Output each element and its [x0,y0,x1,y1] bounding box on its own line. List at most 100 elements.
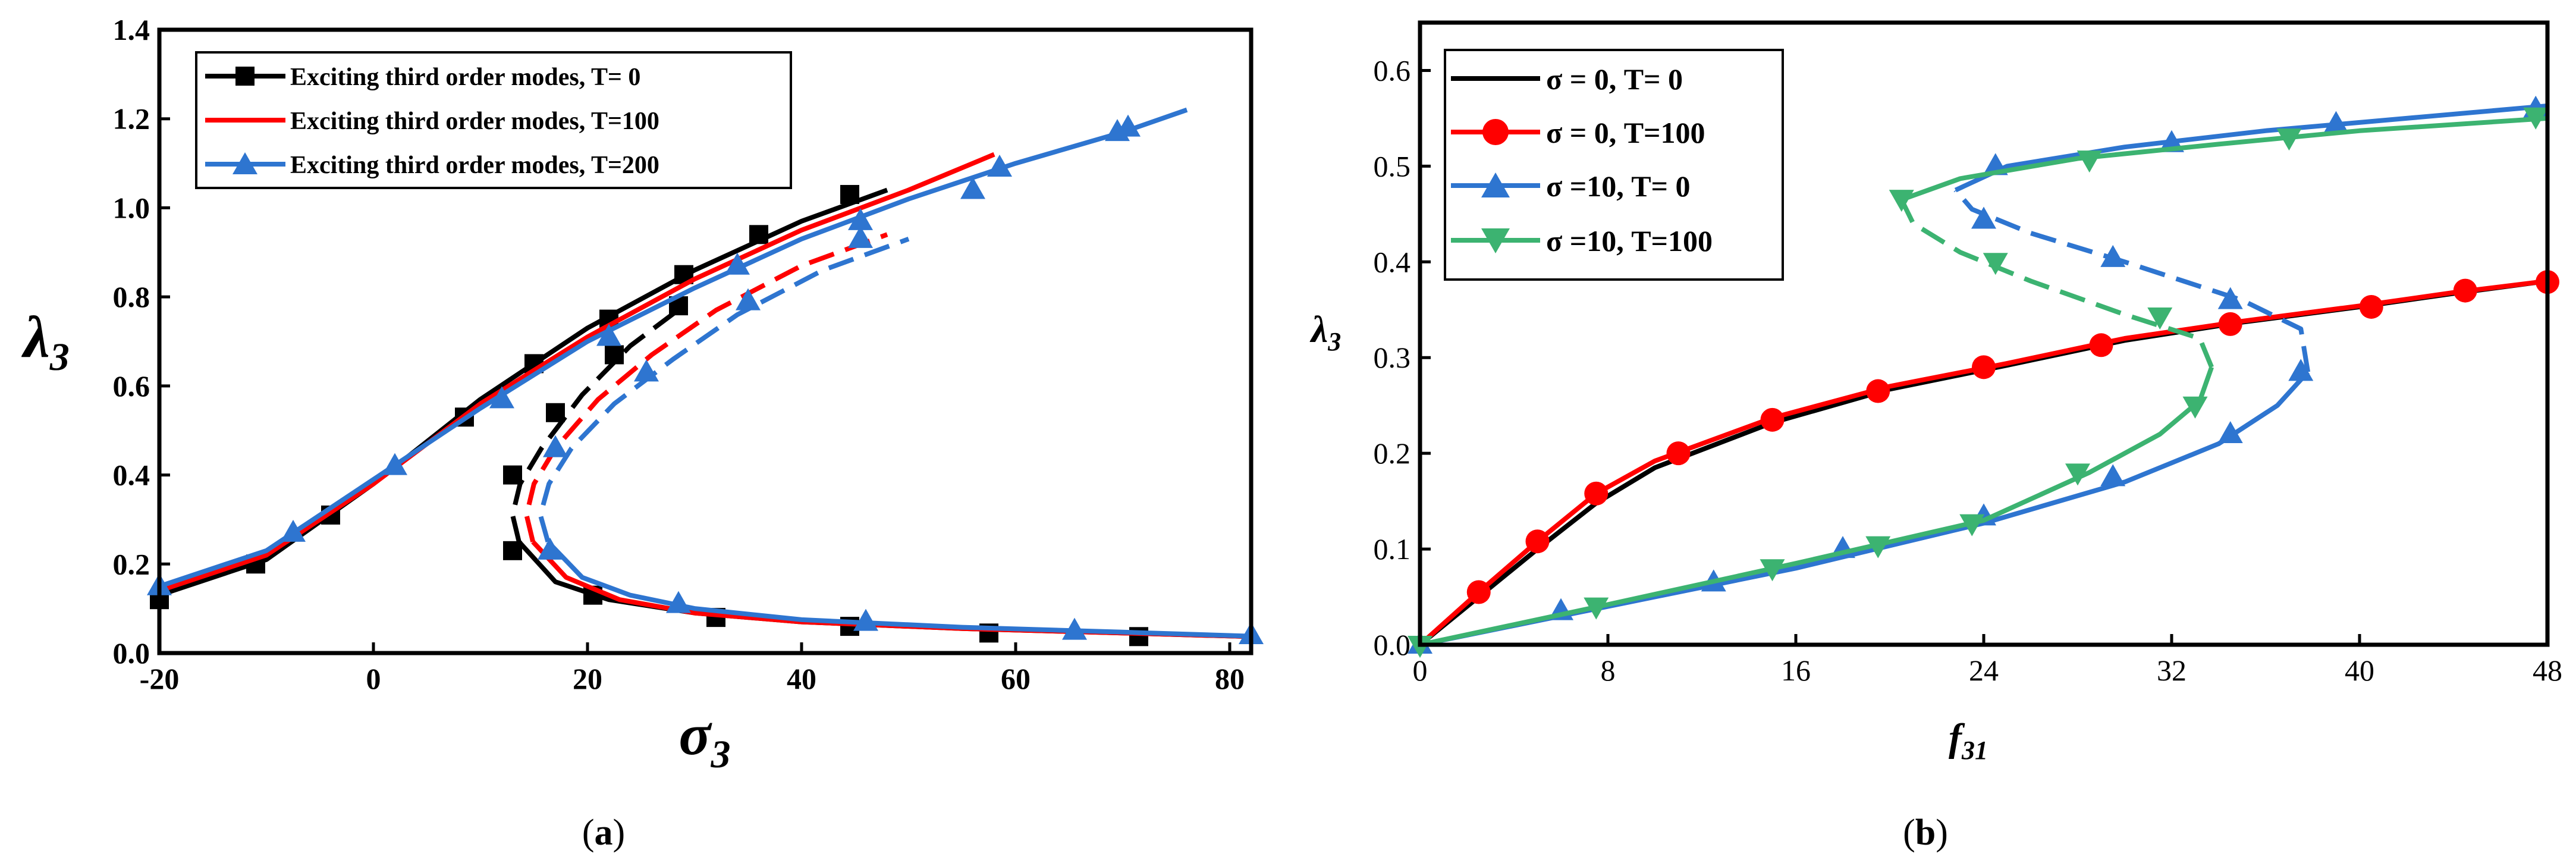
panel-a-series-2-marker [725,252,750,275]
panel-b-series-3-marker [2523,107,2549,130]
panel-a-series-0 [150,184,1251,647]
panel-b-x-tick-label: 24 [1969,654,1999,687]
panel-b-series-2-marker [2217,421,2243,443]
panel-b-series-1-marker [2453,278,2477,303]
panel-b-x-tick-label: 32 [2157,654,2187,687]
panel-b-series-0-lower-line [1420,278,2547,645]
panel-b-series-1-marker [1584,481,1609,506]
panel-a-series-0-marker [503,541,522,560]
panel-b-legend-label-2: σ =10, T= 0 [1546,170,1691,203]
panel-b-series-1-marker [1760,407,1785,432]
panel-a-series-2-marker [596,324,621,346]
panel-b-y-tick-label: 0.6 [1374,54,1411,87]
panel-a-legend-item-1: Exciting third order modes, T=100 [205,108,659,135]
panel-a-plot-frame [157,27,1254,655]
panel-a-series-2-marker [666,591,691,613]
panel-b-series-3 [1420,107,2549,645]
panel-a-series-1-upper-line [159,152,995,593]
panel-a-y-tick-label: 0.6 [113,369,150,403]
panel-b-legend-label-1: σ = 0, T=100 [1546,116,1705,149]
panel-a-series-2-marker [538,537,563,560]
panel-b-series-3-marker [2076,150,2102,173]
panel-b-series-0 [1420,278,2547,645]
panel-a-series-1 [159,152,1251,639]
panel-a-series-2-marker [543,435,568,457]
panel-a-legend-box [195,51,792,189]
panel-a-series-2-unstable-line [538,237,910,542]
panel-a-series-2 [147,107,1264,645]
panel-a-legend-label-2: Exciting third order modes, T=200 [290,152,659,179]
panel-b-series-2-marker [1971,206,1996,229]
panel-a-series-2-marker [281,519,306,542]
panel-a-series-0-marker [840,184,859,204]
panel-b-series-2-marker [2288,359,2314,381]
panel-a-y-tick-label: 1.4 [113,13,150,46]
panel-a-legend-marker-2 [233,152,257,174]
panel-a-y-tick-label: 0.8 [113,280,150,313]
panel-a-series-2-marker [853,608,878,631]
panel-a-series-2-upper-line [159,107,1188,589]
panel-b-series-2-lower-line [1420,370,2310,645]
panel-a-legend-item-2: Exciting third order modes, T=200 [205,152,659,179]
panel-b-legend-item-1: σ = 0, T=100 [1451,116,1705,149]
panel-b-series-3-marker [2182,396,2208,419]
panel-a-series-group [147,107,1264,647]
panel-b-legend-marker-2 [1481,172,1510,197]
panel-b-series-3-marker [1584,597,1609,620]
panel-a-series-2-marker [960,177,985,199]
panel-a-series-2-marker [736,288,761,310]
panel-a-y-axis-title-group: λ3 [21,304,69,379]
panel-a-label: (a) [582,812,625,853]
panel-b-series-2-marker [2100,464,2126,487]
panel-b-x-axis-title: f31 [1949,716,1988,765]
panel-a-chart: -20 0 20 40 60 80 0.0 0.2 0.4 0.6 0.8 1.0 1.2 1.4 Exc… [21,13,1264,853]
panel-a-y-axis-title: λ3 [21,304,69,379]
panel-b-y-tick-label: 0.5 [1374,149,1411,183]
panel-b-series-1-marker [2089,333,2113,357]
panel-b-series-3-marker [2147,308,2173,330]
panel-b-series-3-marker [1760,559,1785,582]
panel-b-series-1 [1420,270,2559,645]
panel-b-plot-frame [1418,20,2550,647]
panel-b-legend: σ = 0, T= 0 σ = 0, T=100 σ =10, T= 0 σ =… [1444,49,1784,281]
panel-a-series-0-marker [749,225,768,244]
panel-a-series-0-marker [605,345,624,365]
panel-a-series-2-marker [987,155,1012,177]
panel-b-legend-item-0: σ = 0, T= 0 [1451,62,1683,96]
panel-b-series-2-marker [2217,287,2243,309]
panel-a-y-tick-label: 1.0 [113,191,150,224]
panel-a-y-tick-label: 1.2 [113,102,150,136]
panel-a-x-tick-label: 40 [787,662,816,695]
panel-a-series-0-marker [503,465,522,485]
panel-b-y-tick-label: 0.2 [1374,437,1411,470]
panel-a-series-2-marker [489,386,514,409]
panel-a-series-0-marker [546,403,565,422]
panel-b-series-1-marker [1666,441,1691,466]
panel-b-series-1-marker [1525,529,1550,554]
panel-b-series-1-marker [1972,355,1996,379]
panel-b-x-tick-label: 0 [1413,654,1428,687]
panel-b-series-1-marker [2359,294,2383,319]
panel-a-x-tick-label: 60 [1001,662,1031,695]
panel-a-series-2-marker [1105,119,1130,142]
panel-a-x-tick-label: 0 [366,662,381,695]
panel-a-series-2-marker [848,208,873,230]
panel-a-series-2-marker [1062,617,1087,640]
panel-a-series-0-marker [1129,627,1148,647]
panel-b-series-2-marker [2100,244,2126,267]
panel-b-legend-item-2: σ =10, T= 0 [1451,170,1691,203]
panel-b-series-1-marker [1866,379,1890,403]
panel-b-x-tick-label: 8 [1601,654,1616,687]
panel-a-legend: Exciting third order modes, T= 0 Excitin… [195,51,792,189]
panel-b-label: (b) [1903,812,1948,853]
panel-b-legend-label-3: σ =10, T=100 [1546,224,1713,258]
panel-a-series-2-marker [382,453,407,475]
panel-b-series-3-marker [2065,463,2090,486]
panel-b-series-1-marker [1466,580,1491,604]
panel-a-x-axis-title: σ3 [679,701,731,776]
panel-b-chart: 0 8 16 24 32 40 48 0.0 0.1 0.2 0.3 0.4 0.5 0.6 σ = 0,… [1309,20,2562,853]
panel-b-x-tick-label: 48 [2533,654,2562,687]
panel-b-legend-item-3: σ =10, T=100 [1451,224,1713,258]
panel-b-x-tick-label: 16 [1781,654,1811,687]
